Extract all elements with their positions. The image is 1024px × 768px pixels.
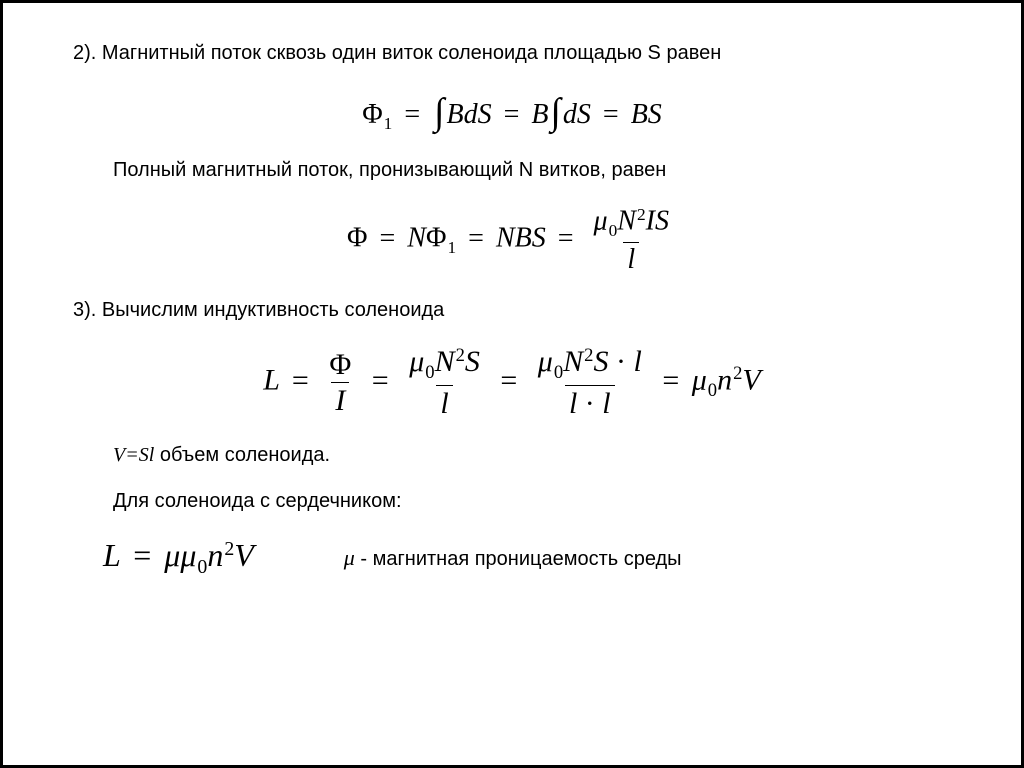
note-core: Для соленоида с сердечником:: [73, 487, 951, 515]
section3-intro: 3). Вычислим индуктивность соленоида: [73, 296, 951, 324]
equation-phi1: Φ1 = ∫BdS = B∫dS = BS: [73, 89, 951, 134]
equation-L: L = Φ I = μ0N2S l = μ0N2S · l l · l = μ0…: [73, 346, 951, 419]
equation-phi: Φ = NΦ1 = NBS = μ0N2IS l: [73, 206, 951, 274]
page-frame: 2). Магнитный поток сквозь один виток со…: [0, 0, 1024, 768]
note-volume: V=Sl объем соленоида.: [73, 441, 951, 469]
section2-intro: 2). Магнитный поток сквозь один виток со…: [73, 39, 951, 67]
text-full-flux: Полный магнитный поток, пронизывающий N …: [73, 156, 951, 184]
equation-L-mu: L = μμ0n2V μ - магнитная проницаемость с…: [103, 537, 951, 579]
mu-permeability-note: μ - магнитная проницаемость среды: [344, 545, 682, 571]
